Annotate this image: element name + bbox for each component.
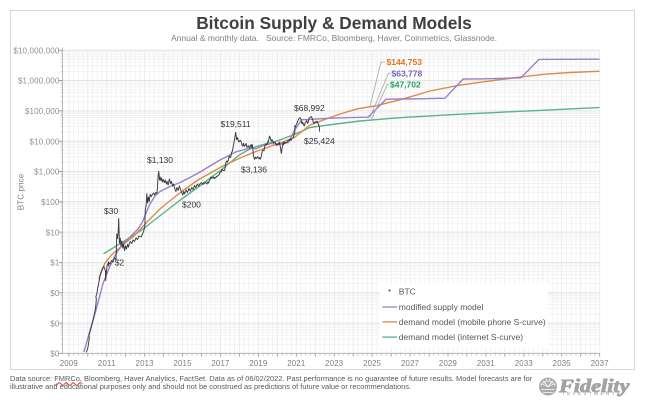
svg-text:$2: $2: [115, 258, 125, 268]
svg-text:$47,702: $47,702: [390, 80, 421, 90]
svg-text:$1,000: $1,000: [34, 168, 60, 177]
svg-text:2031: 2031: [477, 359, 495, 368]
svg-text:$100: $100: [41, 198, 60, 207]
svg-text:$1,000,000: $1,000,000: [18, 77, 60, 86]
svg-text:2021: 2021: [287, 359, 305, 368]
svg-text:2035: 2035: [553, 359, 572, 368]
svg-text:$100,000: $100,000: [25, 107, 60, 116]
svg-text:$200: $200: [182, 200, 201, 210]
svg-text:$30: $30: [104, 206, 118, 216]
svg-text:2033: 2033: [515, 359, 533, 368]
svg-text:$10: $10: [46, 228, 60, 237]
svg-text:2015: 2015: [173, 359, 192, 368]
svg-text:BTC: BTC: [399, 287, 416, 297]
svg-text:$1: $1: [50, 259, 60, 268]
svg-text:2017: 2017: [211, 359, 229, 368]
svg-text:$19,511: $19,511: [221, 119, 251, 129]
svg-text:$10,000,000: $10,000,000: [13, 46, 60, 55]
svg-text:$1,130: $1,130: [147, 155, 173, 165]
svg-text:$144,753: $144,753: [387, 57, 423, 67]
svg-text:2027: 2027: [401, 359, 419, 368]
svg-text:2025: 2025: [363, 359, 382, 368]
svg-text:$10,000: $10,000: [30, 137, 60, 146]
svg-text:2013: 2013: [136, 359, 154, 368]
svg-text:2019: 2019: [249, 359, 267, 368]
svg-text:$68,992: $68,992: [294, 103, 325, 113]
svg-text:$0: $0: [50, 289, 60, 298]
svg-text:2009: 2009: [60, 359, 78, 368]
svg-text:$63,778: $63,778: [392, 68, 423, 78]
svg-text:2023: 2023: [325, 359, 343, 368]
svg-text:$25,424: $25,424: [304, 136, 335, 146]
svg-text:demand model (internet S-curve: demand model (internet S-curve): [399, 332, 523, 342]
svg-text:demand model (mobile phone S-c: demand model (mobile phone S-curve): [399, 317, 546, 327]
svg-text:2029: 2029: [439, 359, 457, 368]
svg-text:2011: 2011: [98, 359, 116, 368]
svg-text:$3,136: $3,136: [241, 164, 267, 174]
svg-text:modified supply model: modified supply model: [399, 302, 484, 312]
svg-text:$0: $0: [50, 350, 60, 359]
svg-text:2037: 2037: [591, 359, 609, 368]
svg-text:BTC price: BTC price: [17, 173, 26, 210]
svg-text:$0: $0: [50, 319, 60, 328]
